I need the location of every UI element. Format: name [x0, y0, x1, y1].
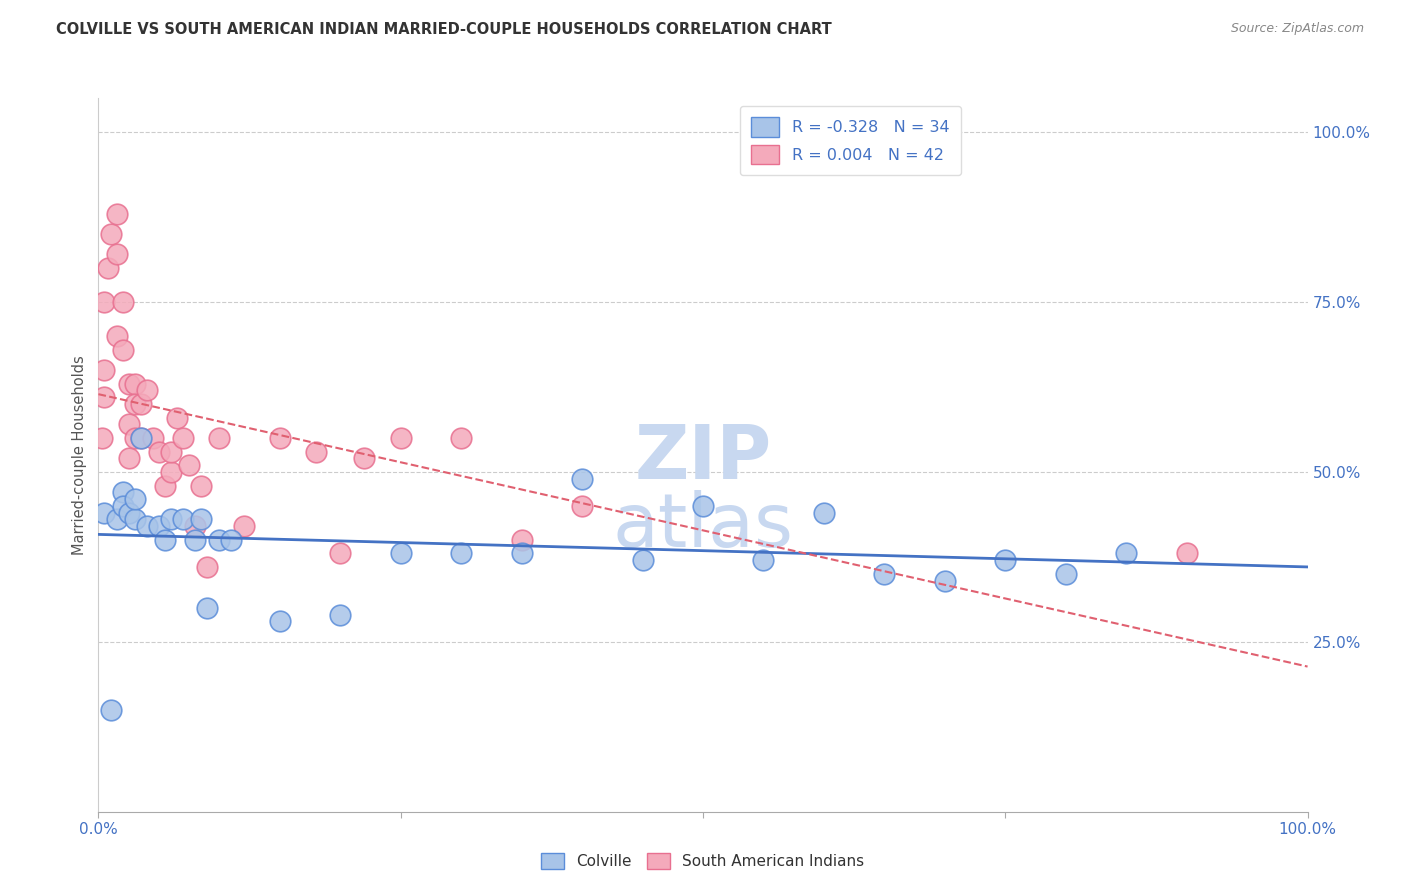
- Point: [184, 533, 207, 547]
- Point: [813, 506, 835, 520]
- Point: [93, 295, 115, 310]
- Point: [129, 431, 152, 445]
- Point: [190, 478, 212, 492]
- Point: [91, 431, 114, 445]
- Point: [190, 512, 212, 526]
- Point: [353, 451, 375, 466]
- Point: [571, 499, 593, 513]
- Point: [179, 458, 201, 472]
- Point: [105, 512, 128, 526]
- Point: [172, 431, 194, 445]
- Point: [148, 519, 170, 533]
- Point: [97, 260, 120, 275]
- Point: [184, 519, 207, 533]
- Point: [111, 499, 134, 513]
- Legend: R = -0.328   N = 34, R = 0.004   N = 42: R = -0.328 N = 34, R = 0.004 N = 42: [740, 106, 962, 176]
- Point: [118, 506, 141, 520]
- Point: [111, 295, 134, 310]
- Point: [208, 431, 231, 445]
- Point: [142, 431, 165, 445]
- Point: [135, 519, 157, 533]
- Point: [329, 546, 352, 560]
- Point: [124, 376, 146, 391]
- Point: [752, 553, 775, 567]
- Point: [510, 546, 533, 560]
- Point: [1175, 546, 1198, 560]
- Point: [93, 506, 115, 520]
- Point: [124, 492, 146, 507]
- Point: [269, 431, 291, 445]
- Point: [232, 519, 254, 533]
- Point: [129, 431, 152, 445]
- Text: Source: ZipAtlas.com: Source: ZipAtlas.com: [1230, 22, 1364, 36]
- Point: [510, 533, 533, 547]
- Point: [93, 390, 115, 404]
- Legend: Colville, South American Indians: Colville, South American Indians: [536, 847, 870, 875]
- Point: [1054, 566, 1077, 581]
- Point: [105, 329, 128, 343]
- Point: [118, 417, 141, 432]
- Point: [450, 546, 472, 560]
- Point: [631, 553, 654, 567]
- Point: [208, 533, 231, 547]
- Point: [148, 444, 170, 458]
- Text: ZIP: ZIP: [634, 422, 772, 495]
- Point: [389, 546, 412, 560]
- Point: [1115, 546, 1137, 560]
- Point: [450, 431, 472, 445]
- Point: [100, 703, 122, 717]
- Point: [160, 512, 183, 526]
- Point: [221, 533, 243, 547]
- Point: [160, 444, 183, 458]
- Point: [118, 376, 141, 391]
- Text: atlas: atlas: [613, 490, 793, 563]
- Point: [934, 574, 956, 588]
- Point: [166, 410, 188, 425]
- Point: [129, 397, 152, 411]
- Point: [172, 512, 194, 526]
- Point: [305, 444, 328, 458]
- Text: COLVILLE VS SOUTH AMERICAN INDIAN MARRIED-COUPLE HOUSEHOLDS CORRELATION CHART: COLVILLE VS SOUTH AMERICAN INDIAN MARRIE…: [56, 22, 832, 37]
- Point: [100, 227, 122, 241]
- Point: [118, 451, 141, 466]
- Point: [153, 478, 176, 492]
- Point: [160, 465, 183, 479]
- Y-axis label: Married-couple Households: Married-couple Households: [72, 355, 87, 555]
- Point: [105, 207, 128, 221]
- Point: [994, 553, 1017, 567]
- Point: [571, 472, 593, 486]
- Point: [111, 343, 134, 357]
- Point: [195, 600, 218, 615]
- Point: [135, 384, 157, 398]
- Point: [195, 560, 218, 574]
- Point: [124, 397, 146, 411]
- Point: [269, 615, 291, 629]
- Point: [692, 499, 714, 513]
- Point: [873, 566, 896, 581]
- Point: [389, 431, 412, 445]
- Point: [124, 431, 146, 445]
- Point: [329, 607, 352, 622]
- Point: [105, 247, 128, 261]
- Point: [124, 512, 146, 526]
- Point: [111, 485, 134, 500]
- Point: [93, 363, 115, 377]
- Point: [153, 533, 176, 547]
